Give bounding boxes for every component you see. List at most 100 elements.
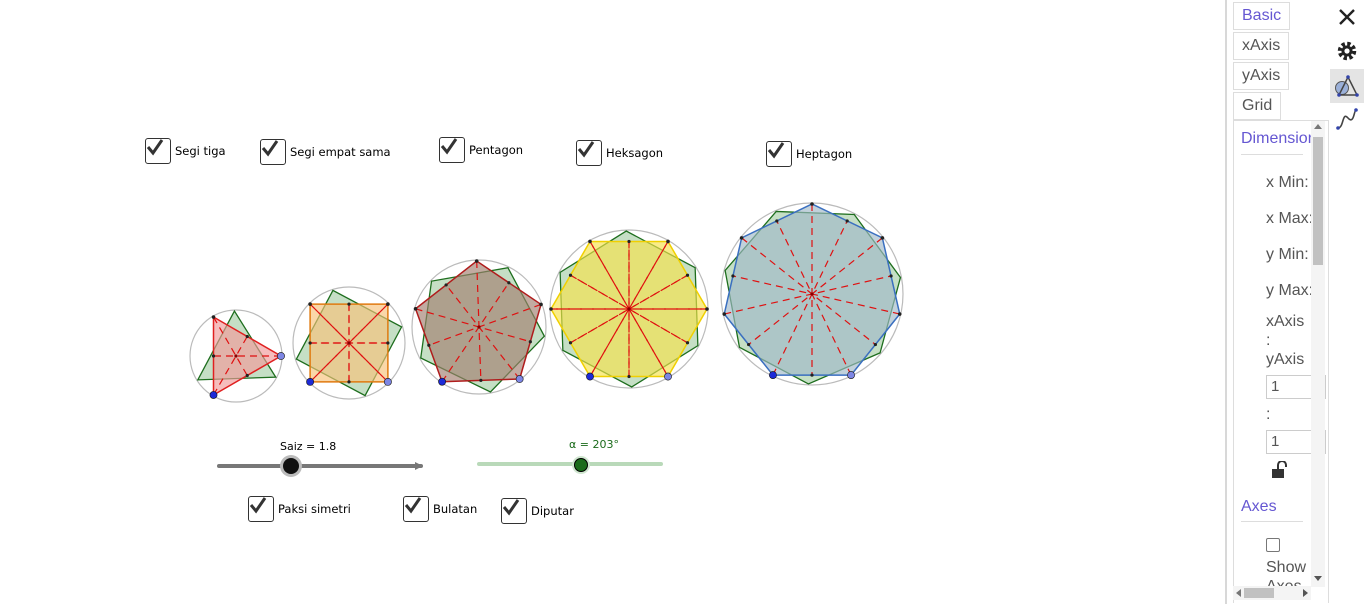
midpoint [308, 341, 312, 345]
xmax-label: x Max: [1266, 210, 1314, 227]
center-point [627, 307, 631, 311]
tab-yaxis[interactable]: yAxis [1233, 62, 1290, 90]
vertex-point [413, 307, 418, 311]
symmetry-axis [441, 282, 510, 383]
center-point [347, 341, 351, 345]
square-circle [292, 286, 406, 400]
check-icon [766, 141, 792, 167]
midpoint [685, 341, 690, 345]
checkbox-label: Heptagon [796, 147, 853, 161]
gear-icon[interactable] [1334, 38, 1360, 64]
slider-arrow-icon [415, 462, 423, 470]
base-point-a [586, 372, 594, 381]
angle-slider-track[interactable] [477, 462, 663, 466]
checkbox-heptagon[interactable]: Heptagon [766, 141, 852, 167]
midpoint [211, 354, 216, 358]
pentagon-circle [411, 259, 547, 395]
angle-slider-handle[interactable] [574, 458, 588, 472]
panel-divider[interactable] [1225, 0, 1227, 604]
ratio-y-input[interactable]: 1 [1266, 430, 1326, 454]
symmetry-axis [724, 275, 892, 315]
size-slider-track[interactable] [217, 464, 423, 468]
midpoint [810, 373, 814, 377]
check-icon [501, 498, 527, 524]
graphics-view[interactable]: Segi tiga Segi empat sama Pentagon Heksa… [0, 0, 1225, 604]
close-icon[interactable] [1335, 6, 1359, 28]
horizontal-scrollbar[interactable] [1233, 586, 1311, 600]
checkbox-paksi-simetri[interactable]: Paksi simetri [248, 496, 351, 522]
vertex-point [308, 302, 312, 306]
show-axes-checkbox[interactable] [1266, 538, 1280, 552]
polygon-canvas[interactable] [0, 0, 1225, 604]
scroll-left-icon[interactable] [1236, 589, 1241, 597]
vertex-point [739, 236, 744, 240]
vertex-point [211, 315, 216, 319]
ratio-colon: : [1266, 332, 1271, 349]
base-point-a [769, 371, 777, 379]
checkbox-diputar[interactable]: Diputar [501, 498, 574, 524]
vertex-point [539, 302, 543, 307]
vertex-point [666, 239, 670, 244]
checkbox-pentagon[interactable]: Pentagon [439, 137, 523, 163]
size-slider-handle[interactable] [283, 458, 299, 474]
ymax-label: y Max: [1266, 282, 1314, 299]
size-slider-label: Saiz = 1.8 [280, 440, 337, 453]
vertex-point [897, 312, 902, 316]
base-point-a [209, 391, 218, 399]
scroll-right-icon[interactable] [1303, 589, 1308, 597]
symmetry-axis [415, 308, 531, 343]
function-style-icon[interactable] [1334, 106, 1360, 132]
midpoint [889, 274, 893, 278]
symmetry-axis [445, 284, 521, 380]
vertex-point [474, 259, 479, 263]
vertex-point [810, 202, 814, 206]
midpoint [479, 378, 483, 382]
midpoint [731, 274, 735, 278]
midpoint [347, 302, 351, 306]
tab-xaxis[interactable]: xAxis [1233, 32, 1290, 60]
base-point-a [306, 377, 315, 386]
center-point [234, 354, 238, 358]
symmetry-axis [476, 261, 482, 381]
tab-basic[interactable]: Basic [1233, 2, 1291, 30]
base-point-a [438, 377, 446, 386]
section-divider [1241, 521, 1303, 522]
symmetry-axis [772, 220, 848, 376]
xmin-label: x Min: [1266, 174, 1309, 191]
graphics-style-icon[interactable] [1330, 69, 1364, 103]
midpoint [568, 341, 573, 345]
scrollbar-thumb[interactable] [1313, 137, 1323, 265]
center-point [810, 292, 814, 296]
symmetry-axis [732, 275, 900, 315]
midpoint [775, 219, 779, 223]
midpoint [568, 273, 573, 277]
ymin-label: y Min: [1266, 246, 1309, 263]
ratio-x-input[interactable]: 1 [1266, 375, 1326, 399]
base-point-b [515, 375, 524, 383]
scrollbar-thumb[interactable] [1244, 588, 1274, 598]
lock-icon[interactable] [1270, 460, 1288, 483]
scroll-up-icon[interactable] [1314, 124, 1322, 129]
checkbox-bulatan[interactable]: Bulatan [403, 496, 477, 522]
checkbox-segi-tiga[interactable]: Segi tiga [145, 138, 226, 164]
check-icon [576, 140, 602, 166]
check-icon [403, 496, 429, 522]
angle-slider-label: α = 203° [569, 438, 619, 451]
ratio-yaxis-label: yAxis [1266, 351, 1305, 368]
vertical-scrollbar[interactable] [1311, 121, 1325, 587]
midpoint [873, 342, 877, 347]
midpoint [627, 239, 631, 244]
base-point-b [847, 371, 855, 379]
symmetry-axis [570, 274, 688, 344]
scroll-down-icon[interactable] [1314, 576, 1322, 581]
checkbox-heksagon[interactable]: Heksagon [576, 140, 663, 166]
checkbox-label: Diputar [531, 504, 574, 518]
tab-grid[interactable]: Grid [1233, 92, 1282, 120]
midpoint [747, 342, 751, 347]
midpoint [245, 334, 249, 339]
midpoint [507, 281, 511, 285]
center-point [477, 325, 481, 329]
midpoint [347, 380, 351, 384]
vertex-point [705, 307, 709, 311]
checkbox-segi-empat-sama[interactable]: Segi empat sama [260, 139, 391, 165]
